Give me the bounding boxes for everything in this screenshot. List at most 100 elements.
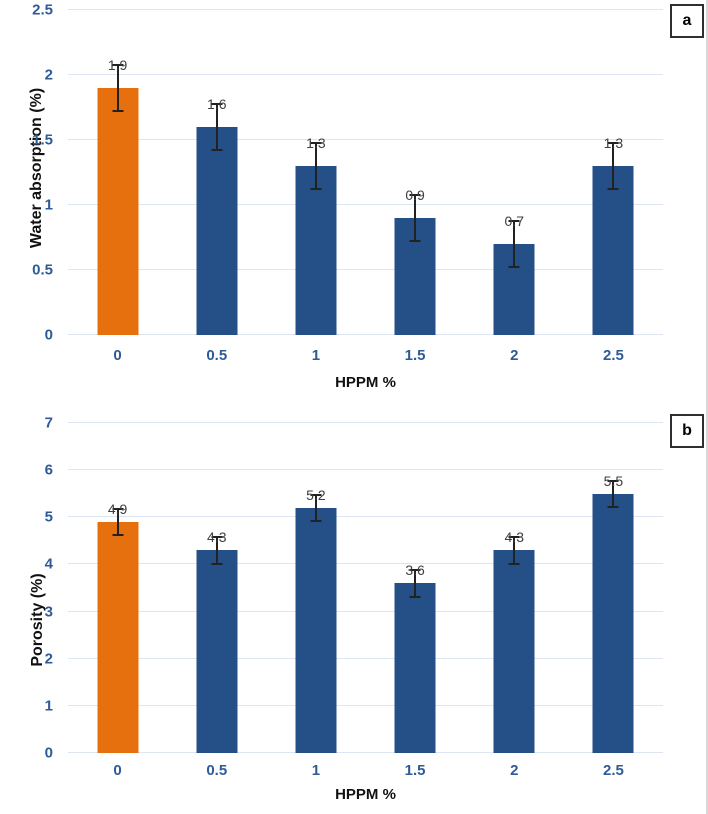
panel-a-water-absorption: Water absorption (%) 0 0.5 1 1.5 2 2.5 1.9 0 1.6… xyxy=(0,0,708,400)
error-bar-top-cap xyxy=(112,507,124,510)
y-tick-label: 1 xyxy=(44,196,53,214)
gridline xyxy=(68,74,663,75)
error-bar-top-cap xyxy=(211,102,223,105)
error-bar-top-cap xyxy=(508,536,520,539)
error-bar xyxy=(112,63,124,113)
bar xyxy=(196,127,238,335)
error-bar-bottom-cap xyxy=(112,534,124,537)
error-bar xyxy=(310,141,322,191)
y-tick-label: 0 xyxy=(44,326,53,344)
error-bar-top-cap xyxy=(508,219,520,222)
y-tick-label: 2 xyxy=(44,650,53,668)
error-bar-bottom-cap xyxy=(409,240,421,243)
x-tick-label: 0.5 xyxy=(206,762,228,779)
value-label: 1.6 xyxy=(207,95,227,112)
bar xyxy=(97,88,139,335)
gridline xyxy=(68,469,663,471)
value-label: 3.6 xyxy=(405,562,425,579)
panel-b-corner-label: b xyxy=(670,414,704,448)
x-tick-label: 2.5 xyxy=(602,347,624,364)
gridline xyxy=(68,422,663,423)
panel-b-plot-area: 0 1 2 3 4 5 6 7 4.9 0 4.3 0.5 5.2 1 3.6 1.5 4.3 2 5.5 2.5 xyxy=(45,415,663,779)
error-bar xyxy=(211,536,223,565)
error-bar-top-cap xyxy=(409,569,421,572)
x-tick-label: 0 xyxy=(113,762,122,779)
panel-a-x-axis-title: HPPM % xyxy=(335,374,396,391)
error-bar-bottom-cap xyxy=(211,149,223,152)
y-tick-label: 1.5 xyxy=(32,131,53,149)
panel-a-corner-label: a xyxy=(670,4,704,38)
value-label: 4.3 xyxy=(207,529,227,546)
error-bar-bottom-cap xyxy=(409,595,421,598)
bar xyxy=(394,583,436,753)
error-bar-top-cap xyxy=(310,141,322,144)
error-bar-top-cap xyxy=(409,193,421,196)
error-bar-top-cap xyxy=(211,536,223,539)
x-tick-label: 1 xyxy=(311,347,321,364)
y-tick-label: 4 xyxy=(44,555,53,573)
y-tick-label: 0 xyxy=(44,744,53,762)
gridline xyxy=(68,139,663,140)
error-bar xyxy=(607,479,619,508)
error-bar xyxy=(508,536,520,565)
error-bar xyxy=(310,493,322,523)
x-tick-label: 1.5 xyxy=(404,762,426,779)
panel-a-y-axis-title: Water absorption (%) xyxy=(28,87,45,249)
bar xyxy=(295,166,337,335)
y-tick-label: 6 xyxy=(44,461,53,479)
error-bar-bottom-cap xyxy=(112,110,124,113)
value-label: 5.2 xyxy=(306,486,326,503)
x-tick-label: 1 xyxy=(311,762,321,779)
gridline xyxy=(68,516,663,518)
error-bar-bottom-cap xyxy=(211,562,223,565)
gridline xyxy=(68,704,663,706)
x-tick-label: 2.5 xyxy=(602,762,624,779)
value-label: 1.3 xyxy=(306,134,326,151)
error-bar-top-cap xyxy=(112,63,124,66)
error-bar-bottom-cap xyxy=(310,188,322,191)
error-bar xyxy=(607,141,619,191)
error-bar xyxy=(409,569,421,598)
value-label: 4.9 xyxy=(107,500,128,517)
error-bar-bottom-cap xyxy=(310,520,322,523)
error-bar-bottom-cap xyxy=(607,505,619,508)
y-tick-label: 2.5 xyxy=(32,1,53,19)
gridline xyxy=(68,752,663,753)
gridline xyxy=(68,9,663,10)
x-tick-label: 0.5 xyxy=(206,347,228,364)
y-tick-label: 1 xyxy=(44,697,53,715)
error-bar-bottom-cap xyxy=(607,188,619,191)
gridline xyxy=(68,610,663,612)
y-tick-label: 7 xyxy=(44,414,53,432)
error-bar xyxy=(112,507,124,537)
value-label: 1.3 xyxy=(603,134,624,151)
error-bar-bottom-cap xyxy=(508,562,520,565)
value-label: 5.5 xyxy=(603,472,624,489)
bar xyxy=(97,522,139,753)
y-tick-label: 3 xyxy=(44,603,53,621)
y-tick-label: 0.5 xyxy=(32,261,53,279)
gridline xyxy=(68,563,663,565)
error-bar-top-cap xyxy=(607,479,619,482)
gridline xyxy=(68,204,663,205)
error-bar xyxy=(211,102,223,152)
error-bar-top-cap xyxy=(310,493,322,496)
error-bar xyxy=(409,193,421,243)
value-label: 1.9 xyxy=(107,56,128,73)
gridline xyxy=(68,269,663,270)
x-tick-label: 2 xyxy=(510,347,519,364)
bar xyxy=(196,550,238,753)
panel-b-porosity: Porosity (%) 0 1 2 3 4 5 6 7 4.9 0 4.3 0.5 5.2 1 3.6 1.… xyxy=(0,400,708,814)
panel-b-x-axis-title: HPPM % xyxy=(335,786,396,803)
x-tick-label: 1.5 xyxy=(404,347,426,364)
gridline xyxy=(68,657,663,659)
error-bar-bottom-cap xyxy=(508,266,520,269)
error-bar-top-cap xyxy=(607,141,619,144)
bar xyxy=(493,550,535,753)
x-tick-label: 0 xyxy=(113,347,122,364)
y-tick-label: 2 xyxy=(44,66,53,84)
bar xyxy=(592,493,634,753)
value-label: 4.3 xyxy=(504,529,524,546)
bar xyxy=(592,166,634,335)
